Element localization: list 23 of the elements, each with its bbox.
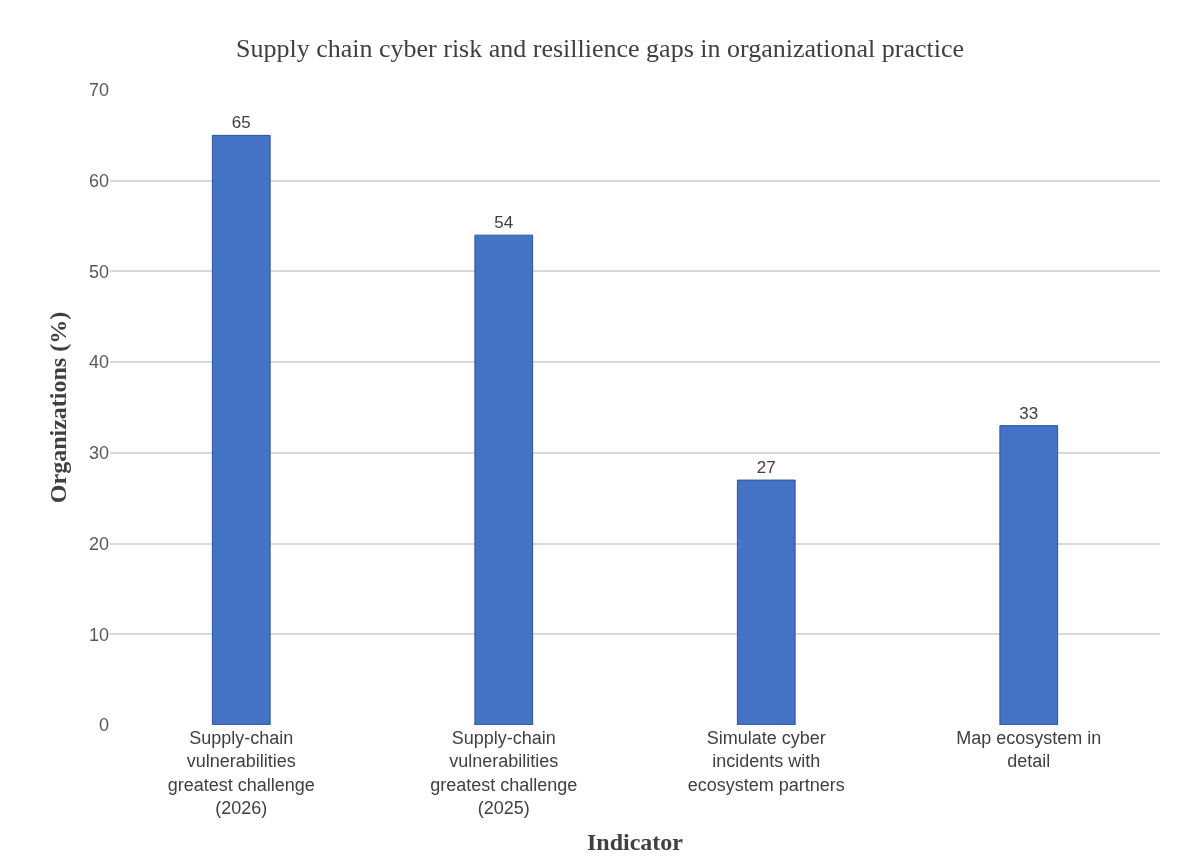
y-tick-label: 60 <box>88 171 109 192</box>
y-tick-label: 40 <box>88 352 109 373</box>
y-tick-label: 30 <box>88 443 109 464</box>
y-axis-title: Organizations (%) <box>45 311 72 504</box>
bar <box>211 134 271 725</box>
x-tick-label: Supply-chain vulnerabilities greatest challenge (2026) <box>167 728 315 819</box>
bar <box>999 425 1059 725</box>
chart-title: Supply chain cyber risk and resillience gaps in organizational practice <box>236 34 964 64</box>
y-tick-label: 20 <box>88 533 109 554</box>
x-tick-label: Map ecosystem in detail <box>956 728 1102 772</box>
y-tick-label: 0 <box>98 715 109 736</box>
bar <box>474 234 534 725</box>
data-label: 33 <box>1019 403 1039 423</box>
bar <box>736 479 796 725</box>
data-label: 54 <box>494 213 514 233</box>
x-tick-label: Simulate cyber incidents with ecosystem partners <box>687 728 845 795</box>
data-label: 65 <box>231 113 251 133</box>
y-tick-label: 50 <box>88 261 109 282</box>
x-tick-label: Supply-chain vulnerabilities greatest challenge (2025) <box>430 728 578 819</box>
data-label: 27 <box>756 458 776 478</box>
y-tick-label: 70 <box>88 80 109 101</box>
y-tick-label: 10 <box>88 624 109 645</box>
x-axis-title: Indicator <box>587 828 684 855</box>
